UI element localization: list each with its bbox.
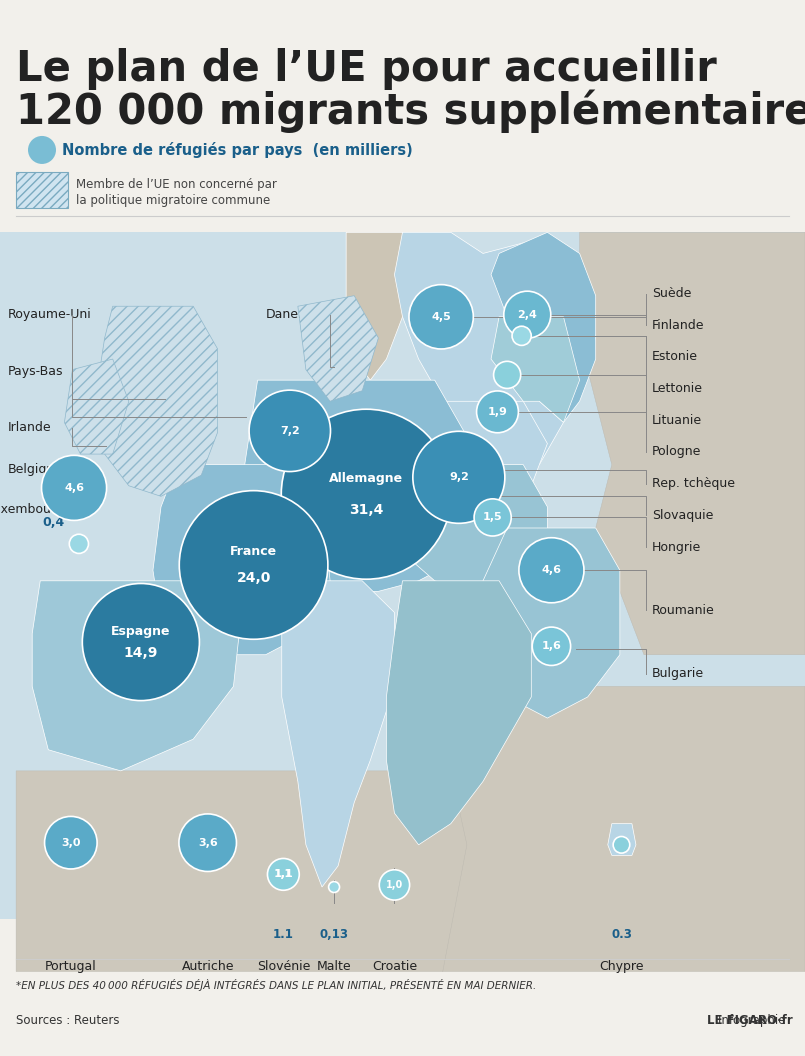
Text: Lettonie: Lettonie: [652, 382, 703, 395]
Circle shape: [512, 326, 531, 345]
Bar: [0, 232, 805, 919]
Text: 4,5: 4,5: [431, 312, 451, 322]
Text: Allemagne: Allemagne: [329, 472, 403, 486]
Circle shape: [493, 361, 521, 389]
Polygon shape: [242, 380, 483, 591]
Circle shape: [249, 390, 331, 472]
Circle shape: [504, 291, 551, 338]
Text: 7,2: 7,2: [280, 426, 299, 436]
Circle shape: [82, 584, 200, 700]
Circle shape: [281, 410, 452, 579]
Text: Bulgarie: Bulgarie: [652, 667, 704, 680]
Text: Espagne: Espagne: [111, 625, 171, 638]
Text: Le plan de l’UE pour accueillir: Le plan de l’UE pour accueillir: [16, 48, 716, 90]
Text: Suède: Suède: [652, 287, 691, 300]
Circle shape: [179, 814, 237, 871]
Text: 4,6: 4,6: [542, 565, 561, 576]
Circle shape: [379, 870, 410, 900]
Circle shape: [180, 491, 328, 639]
Text: Nombre de réfugiés par pays  (en milliers): Nombre de réfugiés par pays (en milliers…: [62, 142, 413, 158]
FancyBboxPatch shape: [16, 172, 68, 208]
Circle shape: [519, 538, 584, 603]
Text: 1,1: 1,1: [274, 869, 293, 880]
Text: la politique migratoire commune: la politique migratoire commune: [76, 193, 270, 207]
Text: Sources : Reuters: Sources : Reuters: [16, 1014, 119, 1026]
Text: Roumanie: Roumanie: [652, 604, 715, 617]
Text: LE FIGARO·fr: LE FIGARO·fr: [708, 1014, 793, 1026]
Text: Croatie: Croatie: [372, 960, 417, 973]
Text: Autriche: Autriche: [181, 960, 234, 973]
Polygon shape: [483, 528, 620, 718]
Text: Membre de l’UE non concerné par: Membre de l’UE non concerné par: [76, 177, 277, 190]
Text: Rep. tchèque: Rep. tchèque: [652, 477, 735, 490]
Text: Pays-Bas: Pays-Bas: [8, 365, 64, 378]
Text: Malte: Malte: [316, 960, 352, 973]
Circle shape: [69, 534, 89, 553]
Polygon shape: [64, 359, 129, 454]
Text: 1,5: 1,5: [483, 512, 502, 523]
Text: Lituanie: Lituanie: [652, 414, 702, 427]
Text: 4,6: 4,6: [64, 483, 84, 493]
Text: 0.3: 0.3: [611, 928, 632, 941]
Text: Slovaquie: Slovaquie: [652, 509, 713, 522]
Text: 0,13: 0,13: [320, 928, 349, 941]
Polygon shape: [411, 465, 547, 591]
Text: Luxembourg: Luxembourg: [0, 504, 64, 516]
Text: Danemark: Danemark: [266, 308, 331, 321]
Polygon shape: [419, 401, 547, 496]
Circle shape: [613, 836, 630, 853]
Polygon shape: [386, 581, 531, 845]
Text: 120 000 migrants supplémentaires*: 120 000 migrants supplémentaires*: [16, 90, 805, 133]
Text: 24,0: 24,0: [237, 571, 270, 585]
Text: 3,6: 3,6: [198, 837, 217, 848]
Text: 1.1: 1.1: [273, 928, 294, 941]
Text: Irlande: Irlande: [8, 421, 52, 434]
Circle shape: [413, 431, 505, 524]
Text: 31,4: 31,4: [349, 503, 383, 516]
Text: Finlande: Finlande: [652, 319, 704, 332]
Text: 2,4: 2,4: [518, 309, 537, 320]
Polygon shape: [153, 465, 330, 655]
Text: 1,0: 1,0: [386, 880, 403, 890]
Circle shape: [267, 859, 299, 890]
Circle shape: [42, 455, 106, 521]
Circle shape: [328, 882, 340, 892]
Text: 3,0: 3,0: [61, 837, 80, 848]
Polygon shape: [32, 581, 242, 771]
Polygon shape: [491, 317, 580, 422]
Text: Belgique: Belgique: [8, 464, 63, 476]
Polygon shape: [419, 686, 805, 972]
Text: 1,1: 1,1: [275, 869, 292, 880]
Text: Chypre: Chypre: [599, 960, 644, 973]
Text: 9,2: 9,2: [449, 472, 469, 483]
Circle shape: [532, 627, 571, 665]
Text: 0,4: 0,4: [42, 516, 64, 529]
Text: France: France: [230, 545, 277, 558]
Text: Royaume-Uni: Royaume-Uni: [8, 308, 92, 321]
Text: *EN PLUS DES 40 000 RÉFUGIÉS DÉJÀ INTÉGRÉS DANS LE PLAN INITIAL, PRÉSENTÉ EN MAI: *EN PLUS DES 40 000 RÉFUGIÉS DÉJÀ INTÉGR…: [16, 979, 536, 991]
Text: Slovénie: Slovénie: [257, 960, 310, 973]
Text: Estonie: Estonie: [652, 351, 698, 363]
Polygon shape: [298, 296, 378, 401]
Circle shape: [474, 498, 511, 536]
Text: Hongrie: Hongrie: [652, 541, 701, 553]
Polygon shape: [580, 232, 805, 655]
Polygon shape: [97, 306, 217, 496]
Text: Infographie: Infographie: [718, 1014, 793, 1026]
Polygon shape: [608, 824, 636, 855]
Polygon shape: [394, 232, 596, 465]
Text: Pologne: Pologne: [652, 446, 701, 458]
Polygon shape: [346, 232, 419, 380]
Polygon shape: [491, 232, 596, 422]
Polygon shape: [16, 771, 467, 972]
Text: 1,9: 1,9: [488, 407, 507, 417]
Text: 14,9: 14,9: [124, 645, 158, 660]
Circle shape: [28, 136, 56, 164]
Text: Portugal: Portugal: [45, 960, 97, 973]
Circle shape: [409, 285, 473, 348]
Circle shape: [44, 816, 97, 869]
Text: 1,6: 1,6: [542, 641, 561, 652]
Circle shape: [477, 391, 518, 433]
Polygon shape: [282, 581, 394, 887]
